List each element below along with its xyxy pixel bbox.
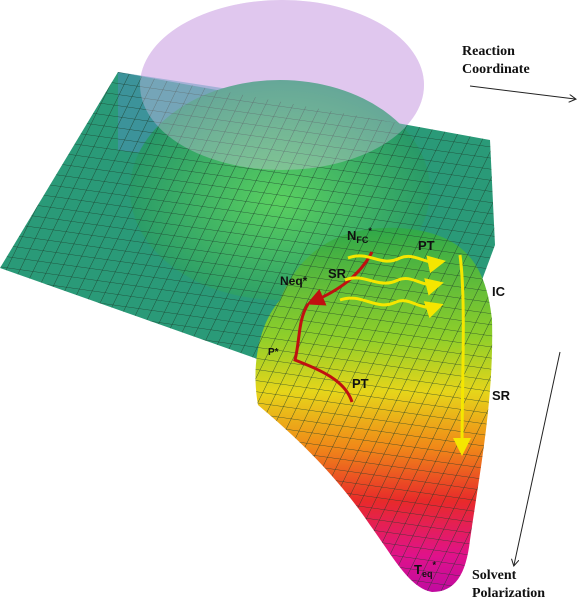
label-base: T	[414, 562, 422, 577]
dome-overlay	[140, 0, 424, 170]
process-label: IC	[492, 284, 506, 299]
surface	[0, 0, 495, 592]
red-path	[306, 251, 374, 306]
mesh	[0, 72, 495, 592]
axis-label: Reaction	[462, 44, 515, 59]
process-label: PT	[418, 238, 435, 253]
yellow-path	[344, 276, 444, 296]
axis-label: Coordinate	[462, 62, 530, 77]
process-label: SR	[328, 266, 347, 281]
state-label: Neq*	[280, 274, 308, 288]
axis-arrow	[469, 85, 575, 99]
state-label: NFC*	[347, 226, 372, 245]
state-label: P*	[268, 347, 279, 358]
yellow-path	[347, 254, 446, 274]
label-sup: *	[432, 560, 436, 570]
axis-label: Solvent	[472, 568, 517, 583]
state-label: Teq*	[414, 560, 436, 579]
label-sub: FC	[356, 235, 368, 245]
label-base: N	[347, 228, 356, 243]
axis-label: Polarization	[472, 586, 545, 601]
yellow-path	[453, 254, 472, 456]
process-label: PT	[352, 376, 369, 391]
red-path	[293, 303, 354, 403]
label-sub: eq	[422, 569, 433, 579]
label-sup: *	[368, 226, 372, 236]
process-label: SR	[492, 388, 511, 403]
axis-arrow	[514, 351, 561, 565]
yellow-path	[339, 296, 444, 319]
paths	[293, 85, 575, 565]
